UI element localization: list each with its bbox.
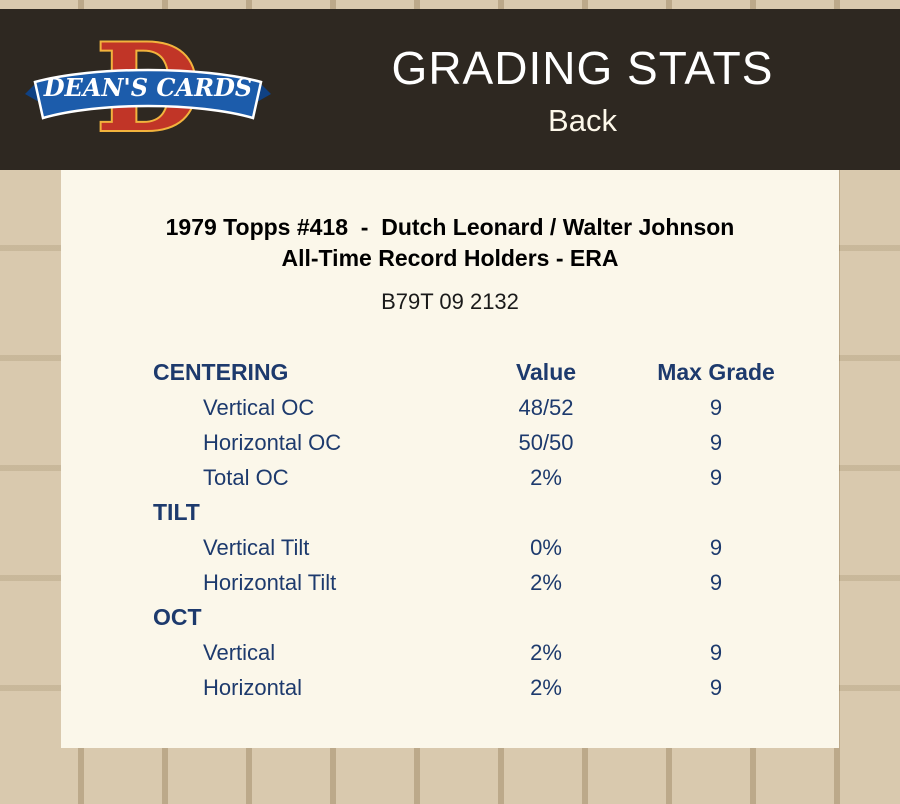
stat-max-grade: 9: [709, 570, 723, 595]
stat-label: Horizontal OC: [203, 430, 342, 455]
spacer-cell: [471, 495, 621, 530]
stat-label: Vertical: [203, 640, 276, 665]
ribbon-banner: [33, 68, 262, 120]
stat-label: Vertical OC: [203, 395, 315, 420]
spacer-cell: [471, 600, 621, 635]
header-titles: GRADING STATS Back: [295, 41, 900, 139]
stat-max-grade: 9: [709, 675, 723, 700]
stat-label: Horizontal Tilt: [203, 570, 337, 595]
stat-max-grade: 9: [709, 465, 723, 490]
stat-max-grade: 9: [709, 430, 723, 455]
stat-value: 2%: [530, 640, 562, 665]
deans-cards-logo-graphic: D DEAN'S CARDS: [24, 24, 271, 156]
stat-label: Vertical Tilt: [203, 535, 310, 560]
spacer-cell: [621, 600, 811, 635]
content-panel: 1979 Topps #418 - Dutch Leonard / Walter…: [61, 170, 839, 748]
stat-value: 0%: [530, 535, 562, 560]
section-header: TILT: [153, 499, 200, 525]
logo-banner-text: DEAN'S CARDS: [42, 73, 252, 102]
section-header: OCT: [153, 604, 202, 630]
column-header-centering: CENTERING: [153, 359, 289, 385]
grading-stats-table: CENTERING Value Max Grade Vertical OC 48/52 9…: [153, 355, 839, 705]
stat-label: Total OC: [203, 465, 289, 490]
header-bar: D DEAN'S CARDS GRADING STATS Back: [0, 9, 900, 170]
card-title-line2: All-Time Record Holders - ERA: [281, 245, 619, 271]
stat-max-grade: 9: [709, 640, 723, 665]
card-code: B79T 09 2132: [381, 289, 519, 314]
stat-value: 2%: [530, 675, 562, 700]
stat-value: 2%: [530, 570, 562, 595]
stat-value: 2%: [530, 465, 562, 490]
stat-max-grade: 9: [709, 535, 723, 560]
page-title: GRADING STATS: [391, 41, 774, 94]
page-subtitle: Back: [548, 102, 617, 138]
stat-value: 48/52: [518, 395, 574, 420]
stat-label: Horizontal: [203, 675, 303, 700]
grading-stats-page: { "header": { "logo_text": "DEAN'S CARDS…: [0, 9, 900, 804]
column-header-max-grade: Max Grade: [657, 359, 775, 385]
stat-max-grade: 9: [709, 395, 723, 420]
card-title-line1: 1979 Topps #418 - Dutch Leonard / Walter…: [165, 214, 735, 240]
stat-value: 50/50: [518, 430, 574, 455]
spacer-cell: [621, 495, 811, 530]
deans-cards-logo: D DEAN'S CARDS: [0, 24, 295, 156]
column-header-value: Value: [515, 359, 577, 385]
